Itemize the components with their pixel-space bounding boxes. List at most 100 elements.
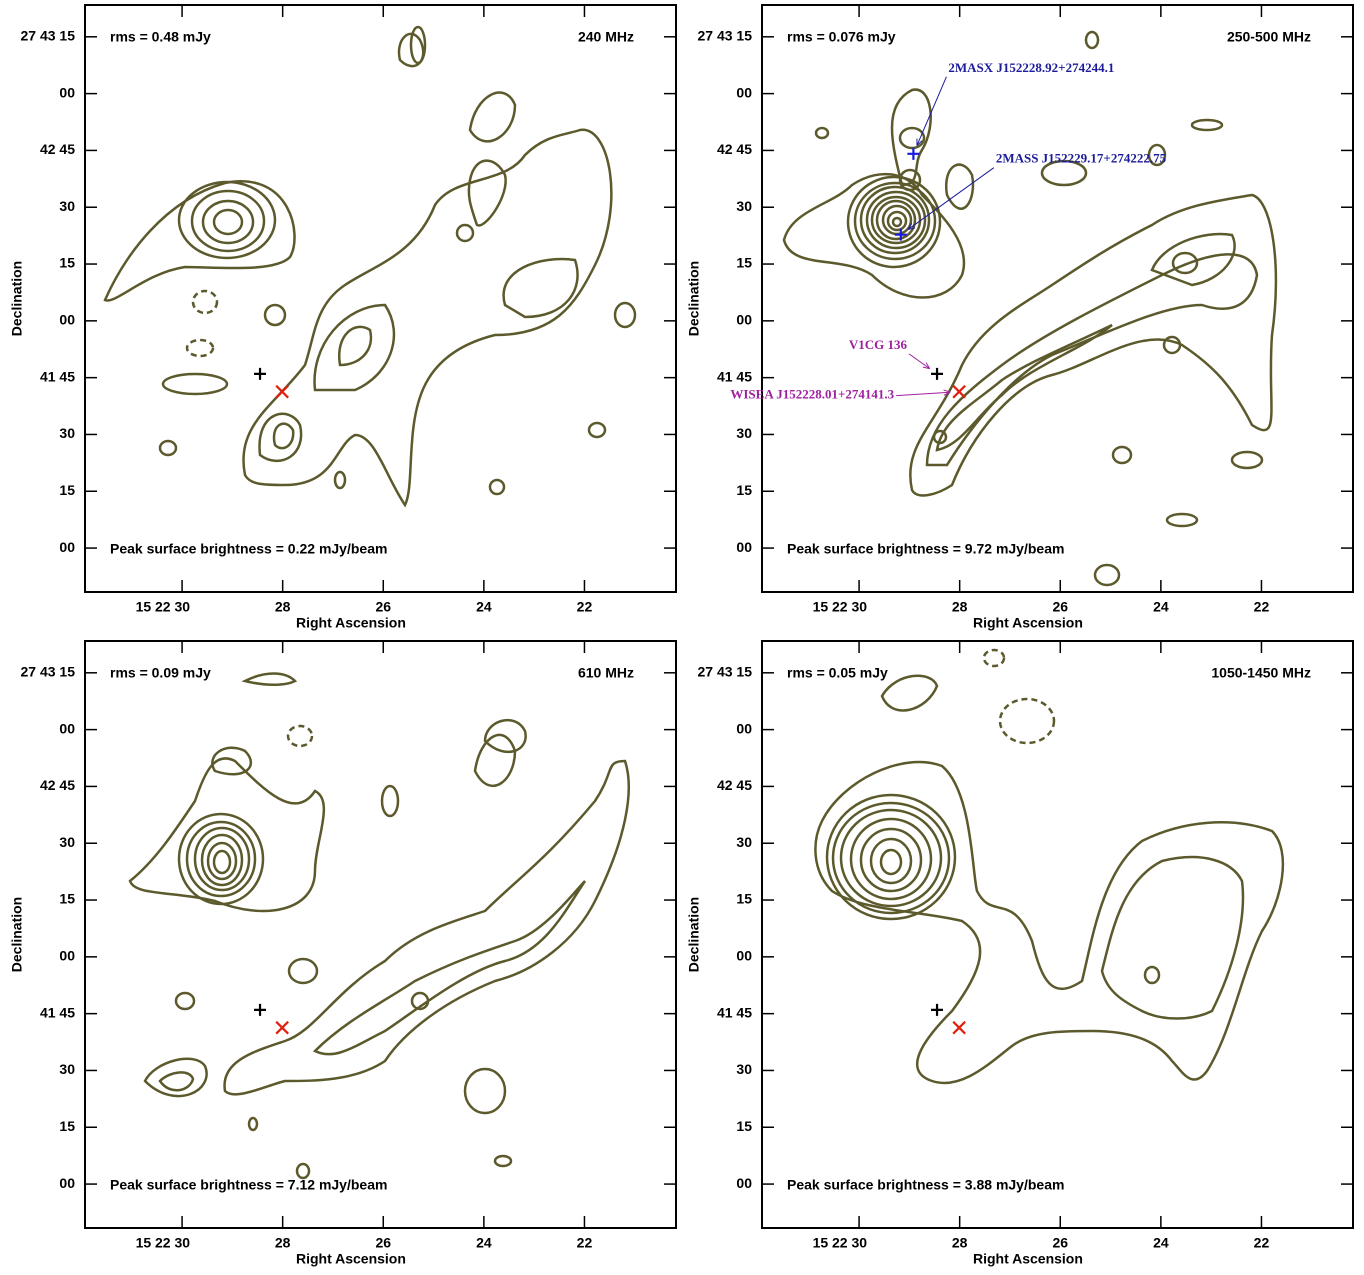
y-tick-label: 00: [736, 720, 752, 736]
source-marker: [931, 368, 943, 380]
x-tick-label: 26: [375, 1235, 391, 1251]
y-tick-label: 30: [736, 425, 752, 441]
annotation-arrow: [909, 354, 930, 369]
source-marker: [276, 386, 288, 398]
source-marker: [254, 368, 266, 380]
annotation-arrow: [917, 77, 946, 146]
rms-label: rms = 0.48 mJy: [110, 29, 211, 45]
y-tick-label: 15: [736, 1118, 752, 1134]
x-tick-label: 24: [476, 599, 492, 615]
y-tick-label: 27 43 15: [21, 664, 76, 680]
x-tick-label: 24: [476, 1235, 492, 1251]
figure: 15 22 30 28 26 24 22 27 43 15 00 42 45 30 15 00 41 …: [0, 0, 1364, 1275]
y-tick-label: 30: [59, 834, 75, 850]
plot-frame: [762, 641, 1353, 1228]
x-axis-label: Right Ascension: [973, 1251, 1083, 1267]
y-tick-label: 27 43 15: [698, 28, 753, 44]
x-axis-label: Right Ascension: [973, 615, 1083, 631]
panel-title: 1050-1450 MHz: [1211, 665, 1311, 681]
plot-frame: [762, 5, 1353, 592]
panel-title: 610 MHz: [578, 665, 634, 681]
y-tick-label: 42 45: [717, 777, 752, 793]
x-tick-label: 24: [1153, 1235, 1169, 1251]
y-tick-label: 00: [736, 948, 752, 964]
x-axis-label: Right Ascension: [296, 1251, 406, 1267]
x-tick-label: 22: [1254, 1235, 1270, 1251]
peak-label: Peak surface brightness = 0.22 mJy/beam: [110, 541, 387, 557]
y-tick-label: 41 45: [717, 1004, 752, 1020]
y-tick-label: 30: [59, 198, 75, 214]
y-tick-label: 15: [59, 255, 75, 271]
source-marker: [276, 1022, 288, 1034]
annotation-label: V1CG 136: [849, 337, 908, 352]
peak-label: Peak surface brightness = 7.12 mJy/beam: [110, 1177, 387, 1193]
y-axis-label: Declination: [686, 897, 702, 972]
x-tick-label: 22: [577, 599, 593, 615]
y-tick-label: 00: [736, 312, 752, 328]
x-tick-label: 15 22 30: [136, 599, 191, 615]
y-tick-label: 00: [59, 948, 75, 964]
x-tick-label: 26: [375, 599, 391, 615]
source-marker: [953, 386, 965, 398]
rms-label: rms = 0.05 mJy: [787, 665, 888, 681]
y-tick-label: 15: [59, 891, 75, 907]
y-tick-label: 41 45: [717, 368, 752, 384]
x-axis-label: Right Ascension: [296, 615, 406, 631]
y-axis-label: Declination: [9, 897, 25, 972]
y-tick-label: 42 45: [40, 141, 75, 157]
panel-title: 240 MHz: [578, 29, 634, 45]
plot-frame: [85, 641, 676, 1228]
panel-title: 250-500 MHz: [1227, 29, 1311, 45]
y-tick-label: 15: [59, 482, 75, 498]
y-tick-label: 00: [59, 539, 75, 555]
y-tick-label: 27 43 15: [698, 664, 753, 680]
y-tick-label: 15: [736, 891, 752, 907]
x-tick-label: 24: [1153, 599, 1169, 615]
x-tick-label: 22: [1254, 599, 1270, 615]
y-tick-label: 30: [59, 425, 75, 441]
y-tick-label: 00: [59, 84, 75, 100]
y-tick-label: 30: [59, 1061, 75, 1077]
x-tick-label: 15 22 30: [813, 1235, 868, 1251]
peak-label: Peak surface brightness = 3.88 mJy/beam: [787, 1177, 1064, 1193]
y-tick-label: 00: [736, 539, 752, 555]
plot-frame: [85, 5, 676, 592]
x-tick-label: 26: [1052, 1235, 1068, 1251]
x-tick-label: 26: [1052, 599, 1068, 615]
annotation-label: 2MASX J152228.92+274244.1: [948, 60, 1114, 75]
y-tick-label: 41 45: [40, 368, 75, 384]
x-tick-label: 22: [577, 1235, 593, 1251]
y-tick-label: 15: [736, 255, 752, 271]
contours: [105, 27, 635, 505]
rms-label: rms = 0.09 mJy: [110, 665, 211, 681]
x-tick-label: 15 22 30: [813, 599, 868, 615]
peak-label: Peak surface brightness = 9.72 mJy/beam: [787, 541, 1064, 557]
y-tick-label: 15: [59, 1118, 75, 1134]
y-tick-label: 00: [736, 84, 752, 100]
contours: [130, 674, 629, 1179]
y-tick-label: 30: [736, 834, 752, 850]
x-tick-label: 28: [952, 599, 968, 615]
x-tick-label: 28: [952, 1235, 968, 1251]
annotation-arrow: [896, 392, 950, 395]
annotation-label: 2MASS J152229.17+274222.75: [996, 151, 1167, 166]
y-tick-label: 27 43 15: [21, 28, 76, 44]
x-tick-label: 15 22 30: [136, 1235, 191, 1251]
y-tick-label: 15: [736, 482, 752, 498]
source-marker: [254, 1004, 266, 1016]
y-tick-label: 30: [736, 198, 752, 214]
source-marker: [931, 1004, 943, 1016]
y-tick-label: 42 45: [717, 141, 752, 157]
y-tick-label: 30: [736, 1061, 752, 1077]
contours: [815, 650, 1282, 1083]
y-tick-label: 41 45: [40, 1004, 75, 1020]
y-tick-label: 00: [59, 312, 75, 328]
source-marker: [953, 1022, 965, 1034]
y-axis-label: Declination: [686, 261, 702, 336]
y-tick-label: 42 45: [40, 777, 75, 793]
annotation-label: WISEA J152228.01+274141.3: [730, 387, 894, 402]
rms-label: rms = 0.076 mJy: [787, 29, 896, 45]
y-tick-label: 00: [59, 1175, 75, 1191]
x-tick-label: 28: [275, 599, 291, 615]
y-tick-label: 00: [736, 1175, 752, 1191]
